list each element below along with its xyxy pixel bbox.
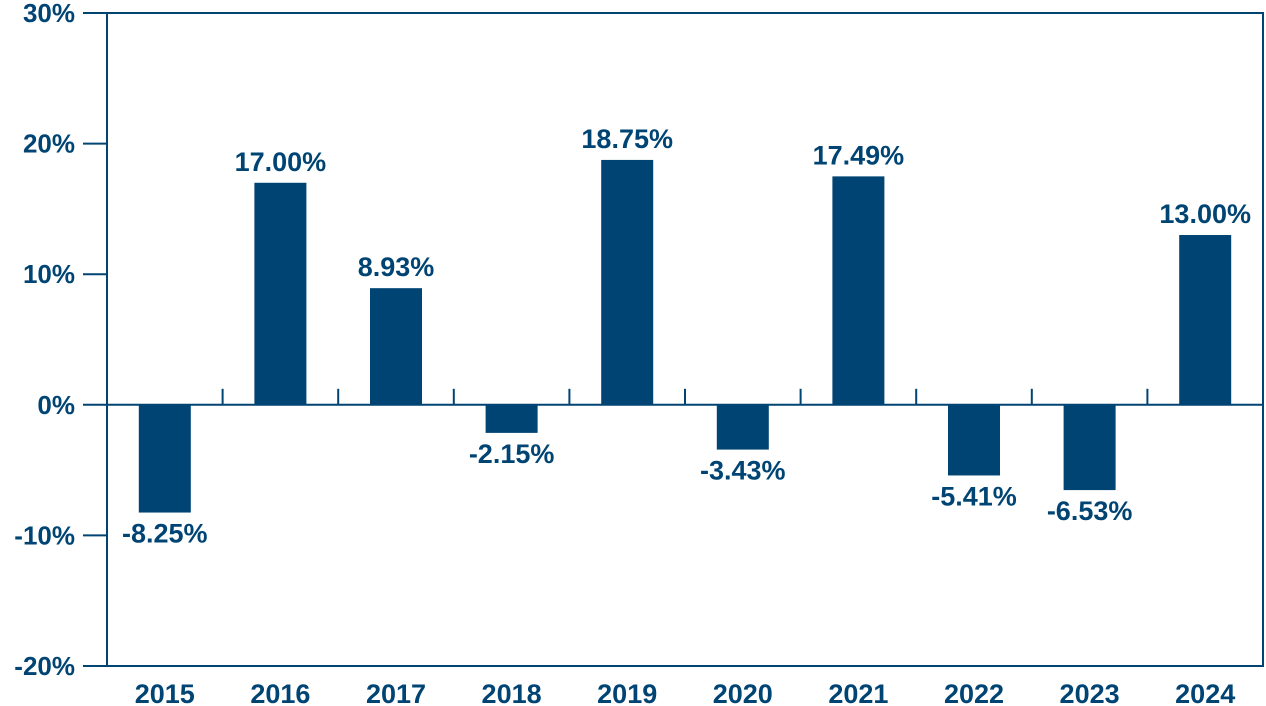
bar-2020: [716, 404, 769, 450]
x-tick-label: 2017: [366, 679, 426, 706]
y-tick-label: 10%: [23, 259, 75, 289]
data-label-2017: 8.93%: [358, 252, 435, 282]
data-label-2015: -8.25%: [122, 519, 208, 549]
x-tick-label: 2018: [482, 679, 542, 706]
x-tick-label: 2015: [135, 679, 195, 706]
x-tick-label: 2020: [713, 679, 773, 706]
bar-2024: [1179, 235, 1232, 405]
bar-2018: [485, 404, 538, 433]
data-label-2016: 17.00%: [235, 147, 327, 177]
x-tick-label: 2021: [828, 679, 888, 706]
data-label-2022: -5.41%: [931, 481, 1017, 511]
data-labels: -8.25% 17.00% 8.93% -2.15% 18.75% -3.43% 17.49…: [122, 124, 1251, 549]
x-tick-label: 2023: [1060, 679, 1120, 706]
y-tick-label: -20%: [14, 651, 75, 681]
data-label-2020: -3.43%: [700, 456, 786, 486]
x-tick-label: 2024: [1175, 679, 1235, 706]
bar-2016: [254, 182, 307, 405]
y-tick-label: 0%: [37, 390, 75, 420]
y-tick-label: -10%: [14, 520, 75, 550]
x-tick-label: 2016: [250, 679, 310, 706]
y-tick-label: 20%: [23, 129, 75, 159]
data-label-2019: 18.75%: [581, 124, 673, 154]
data-label-2021: 17.49%: [813, 140, 905, 170]
data-label-2018: -2.15%: [469, 439, 555, 469]
bar-2022: [948, 404, 1000, 476]
x-tick-label: 2019: [597, 679, 657, 706]
bar-2015: [138, 404, 191, 513]
x-tick-label: 2022: [944, 679, 1004, 706]
bars: [138, 159, 1232, 513]
bar-2021: [832, 176, 885, 405]
x-axis: 2015 2016 2017 2018 2019 2020 2021 2022 2023 2024: [135, 679, 1235, 706]
bar-2023: [1063, 404, 1116, 491]
data-label-2023: -6.53%: [1047, 496, 1133, 526]
y-tick-label: 30%: [23, 0, 75, 28]
plot-frame: [106, 12, 1264, 667]
data-label-2024: 13.00%: [1159, 199, 1251, 229]
plot-border: [106, 12, 1264, 667]
bar-2017: [370, 288, 422, 405]
bar-2019: [601, 159, 654, 405]
